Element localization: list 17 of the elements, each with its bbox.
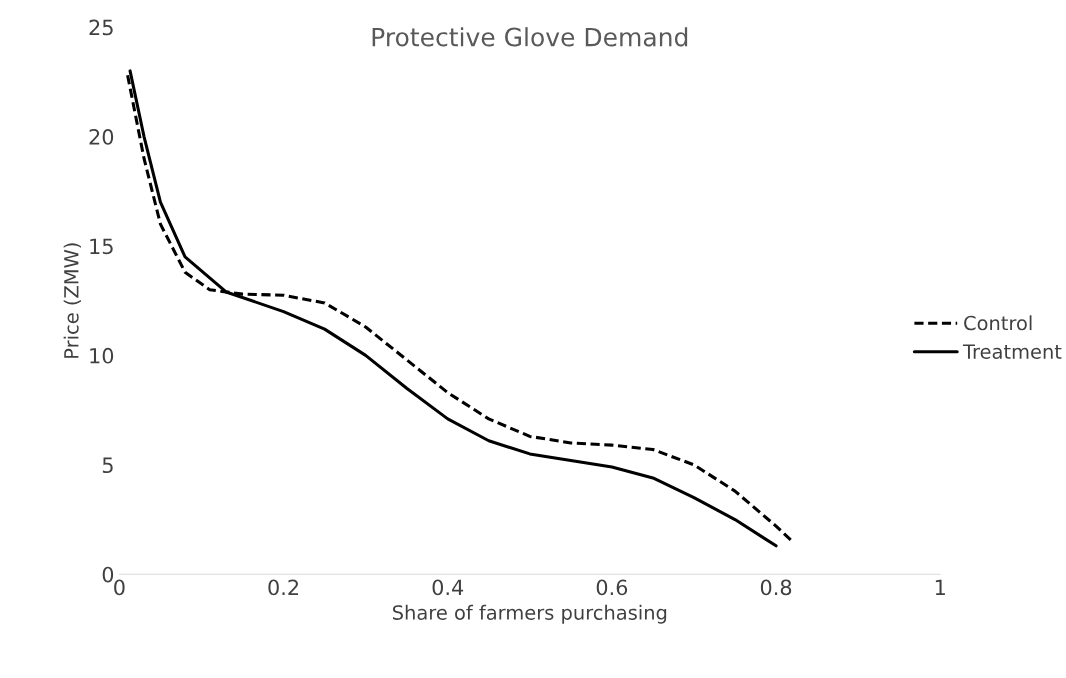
x-tick-label: 0.6 bbox=[596, 579, 628, 596]
x-tick-label: 0.4 bbox=[432, 579, 464, 596]
y-tick-label: 15 bbox=[90, 238, 113, 255]
x-tick-label: 0.2 bbox=[268, 579, 299, 596]
y-tick-label: 25 bbox=[89, 19, 113, 36]
legend-label: Treatment bbox=[962, 344, 1062, 359]
x-tick-label: 0.8 bbox=[760, 579, 792, 596]
y-tick-label: 5 bbox=[102, 457, 113, 474]
y-tick-label: 20 bbox=[89, 129, 114, 145]
y-tick-label: 10 bbox=[90, 347, 114, 364]
x-tick-label: 0 bbox=[114, 579, 125, 596]
x-tick-label: 1 bbox=[935, 579, 945, 595]
y-axis-title: Price (ZMW) bbox=[63, 243, 81, 358]
y-tick-label: 0 bbox=[102, 566, 114, 583]
legend-label: Control bbox=[964, 315, 1032, 331]
x-axis-title: Share of farmers purchasing bbox=[393, 604, 667, 624]
chart-title: Protective Glove Demand bbox=[372, 27, 688, 47]
